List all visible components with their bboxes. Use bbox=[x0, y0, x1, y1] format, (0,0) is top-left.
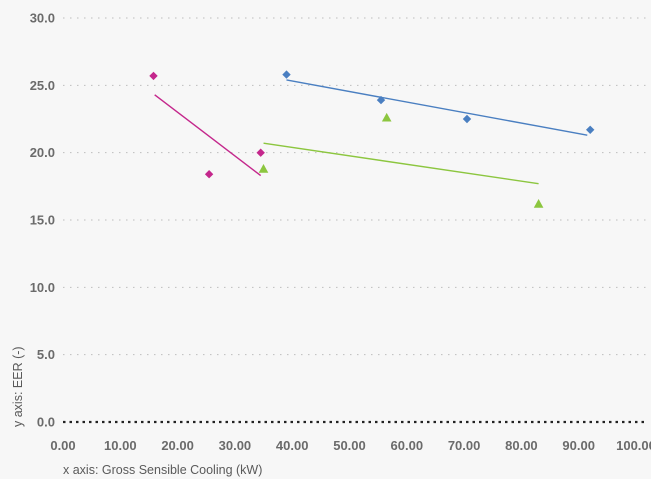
data-point-series-1-2 bbox=[462, 114, 472, 124]
y-axis-title: y axis: EER (-) bbox=[11, 346, 25, 427]
x-tick-label-9: 90.00 bbox=[562, 438, 595, 453]
x-tick-label-1: 10.00 bbox=[104, 438, 137, 453]
data-point-series-0-2 bbox=[256, 148, 265, 157]
data-point-series-2-1 bbox=[381, 112, 392, 122]
data-point-series-1-0 bbox=[282, 70, 291, 79]
data-point-series-2-0 bbox=[258, 164, 269, 173]
data-point-series-1-1 bbox=[376, 95, 386, 105]
y-tick-label-5: 25.0 bbox=[30, 78, 55, 93]
trendline-series-2 bbox=[263, 142, 539, 185]
x-tick-label-4: 40.00 bbox=[276, 438, 309, 453]
data-points bbox=[149, 70, 595, 208]
grid-lines bbox=[63, 17, 648, 424]
x-tick-label-2: 20.00 bbox=[161, 438, 194, 453]
data-point-series-2-2 bbox=[533, 199, 544, 208]
y-tick-label-1: 5.0 bbox=[37, 347, 55, 362]
trendlines bbox=[154, 79, 588, 185]
x-tick-label-8: 80.00 bbox=[505, 438, 538, 453]
y-tick-label-6: 30.0 bbox=[30, 11, 55, 26]
y-axis-tick-labels: 0.0 5.0 10.0 15.0 20.0 25.0 30.0 bbox=[30, 11, 55, 430]
x-axis-title: x axis: Gross Sensible Cooling (kW) bbox=[63, 463, 262, 477]
y-tick-label-3: 15.0 bbox=[30, 213, 55, 228]
y-tick-label-2: 10.0 bbox=[30, 280, 55, 295]
y-tick-label-0: 0.0 bbox=[37, 415, 55, 430]
x-tick-label-7: 70.00 bbox=[448, 438, 481, 453]
trendline-series-1 bbox=[286, 79, 588, 136]
y-tick-label-4: 20.0 bbox=[30, 145, 55, 160]
x-tick-label-10: 100.00 bbox=[616, 438, 651, 453]
trendline-series-0 bbox=[154, 94, 262, 177]
data-point-series-0-0 bbox=[149, 71, 158, 81]
x-tick-label-0: 0.00 bbox=[50, 438, 75, 453]
x-tick-label-3: 30.00 bbox=[219, 438, 252, 453]
data-point-series-0-1 bbox=[204, 170, 214, 179]
x-axis-tick-labels: 0.00 10.00 20.00 30.00 40.00 50.00 60.00 70.00 8… bbox=[50, 438, 651, 453]
x-tick-label-6: 60.00 bbox=[391, 438, 424, 453]
x-tick-label-5: 50.00 bbox=[333, 438, 366, 453]
data-point-series-1-3 bbox=[586, 125, 595, 134]
